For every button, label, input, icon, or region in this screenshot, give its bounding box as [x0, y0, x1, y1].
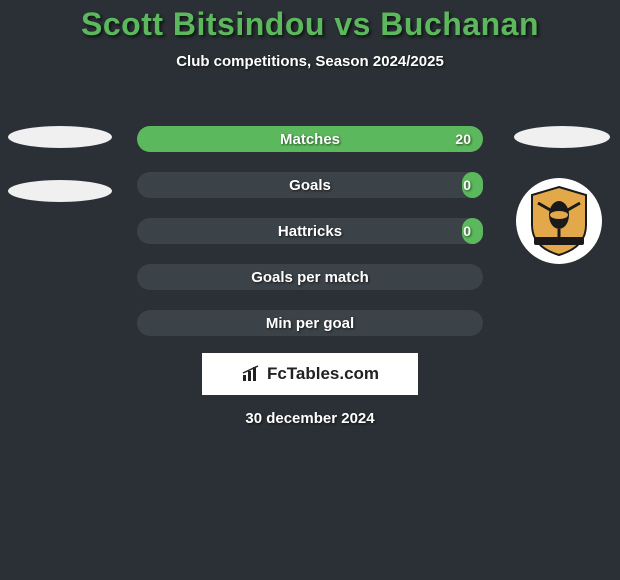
- stat-value: 20: [455, 131, 471, 147]
- left-player-badges: [8, 126, 112, 234]
- stat-row-goals-per-match: Goals per match: [137, 264, 483, 290]
- stat-value: 0: [463, 223, 471, 239]
- page-title: Scott Bitsindou vs Buchanan: [0, 0, 620, 43]
- watermark-text: FcTables.com: [267, 364, 379, 384]
- stat-row-goals: Goals 0: [137, 172, 483, 198]
- right-player-badges: [514, 126, 610, 148]
- stat-row-hattricks: Hattricks 0: [137, 218, 483, 244]
- date-text: 30 december 2024: [0, 410, 620, 427]
- club-crest: [516, 178, 602, 264]
- stat-label: Hattricks: [137, 223, 483, 240]
- wasp-shield-icon: [528, 185, 590, 257]
- stat-row-min-per-goal: Min per goal: [137, 310, 483, 336]
- stat-value: 0: [463, 177, 471, 193]
- stat-label: Min per goal: [137, 315, 483, 332]
- stat-label: Goals: [137, 177, 483, 194]
- player-badge-placeholder: [8, 126, 112, 148]
- stats-container: Matches 20 Goals 0 Hattricks 0 Goals per…: [137, 126, 483, 356]
- stat-row-matches: Matches 20: [137, 126, 483, 152]
- stat-label: Goals per match: [137, 269, 483, 286]
- subtitle: Club competitions, Season 2024/2025: [0, 53, 620, 70]
- bars-icon: [241, 365, 263, 383]
- club-badge-placeholder: [8, 180, 112, 202]
- player-badge-placeholder: [514, 126, 610, 148]
- watermark: FcTables.com: [202, 353, 418, 395]
- stat-fill: [137, 126, 483, 152]
